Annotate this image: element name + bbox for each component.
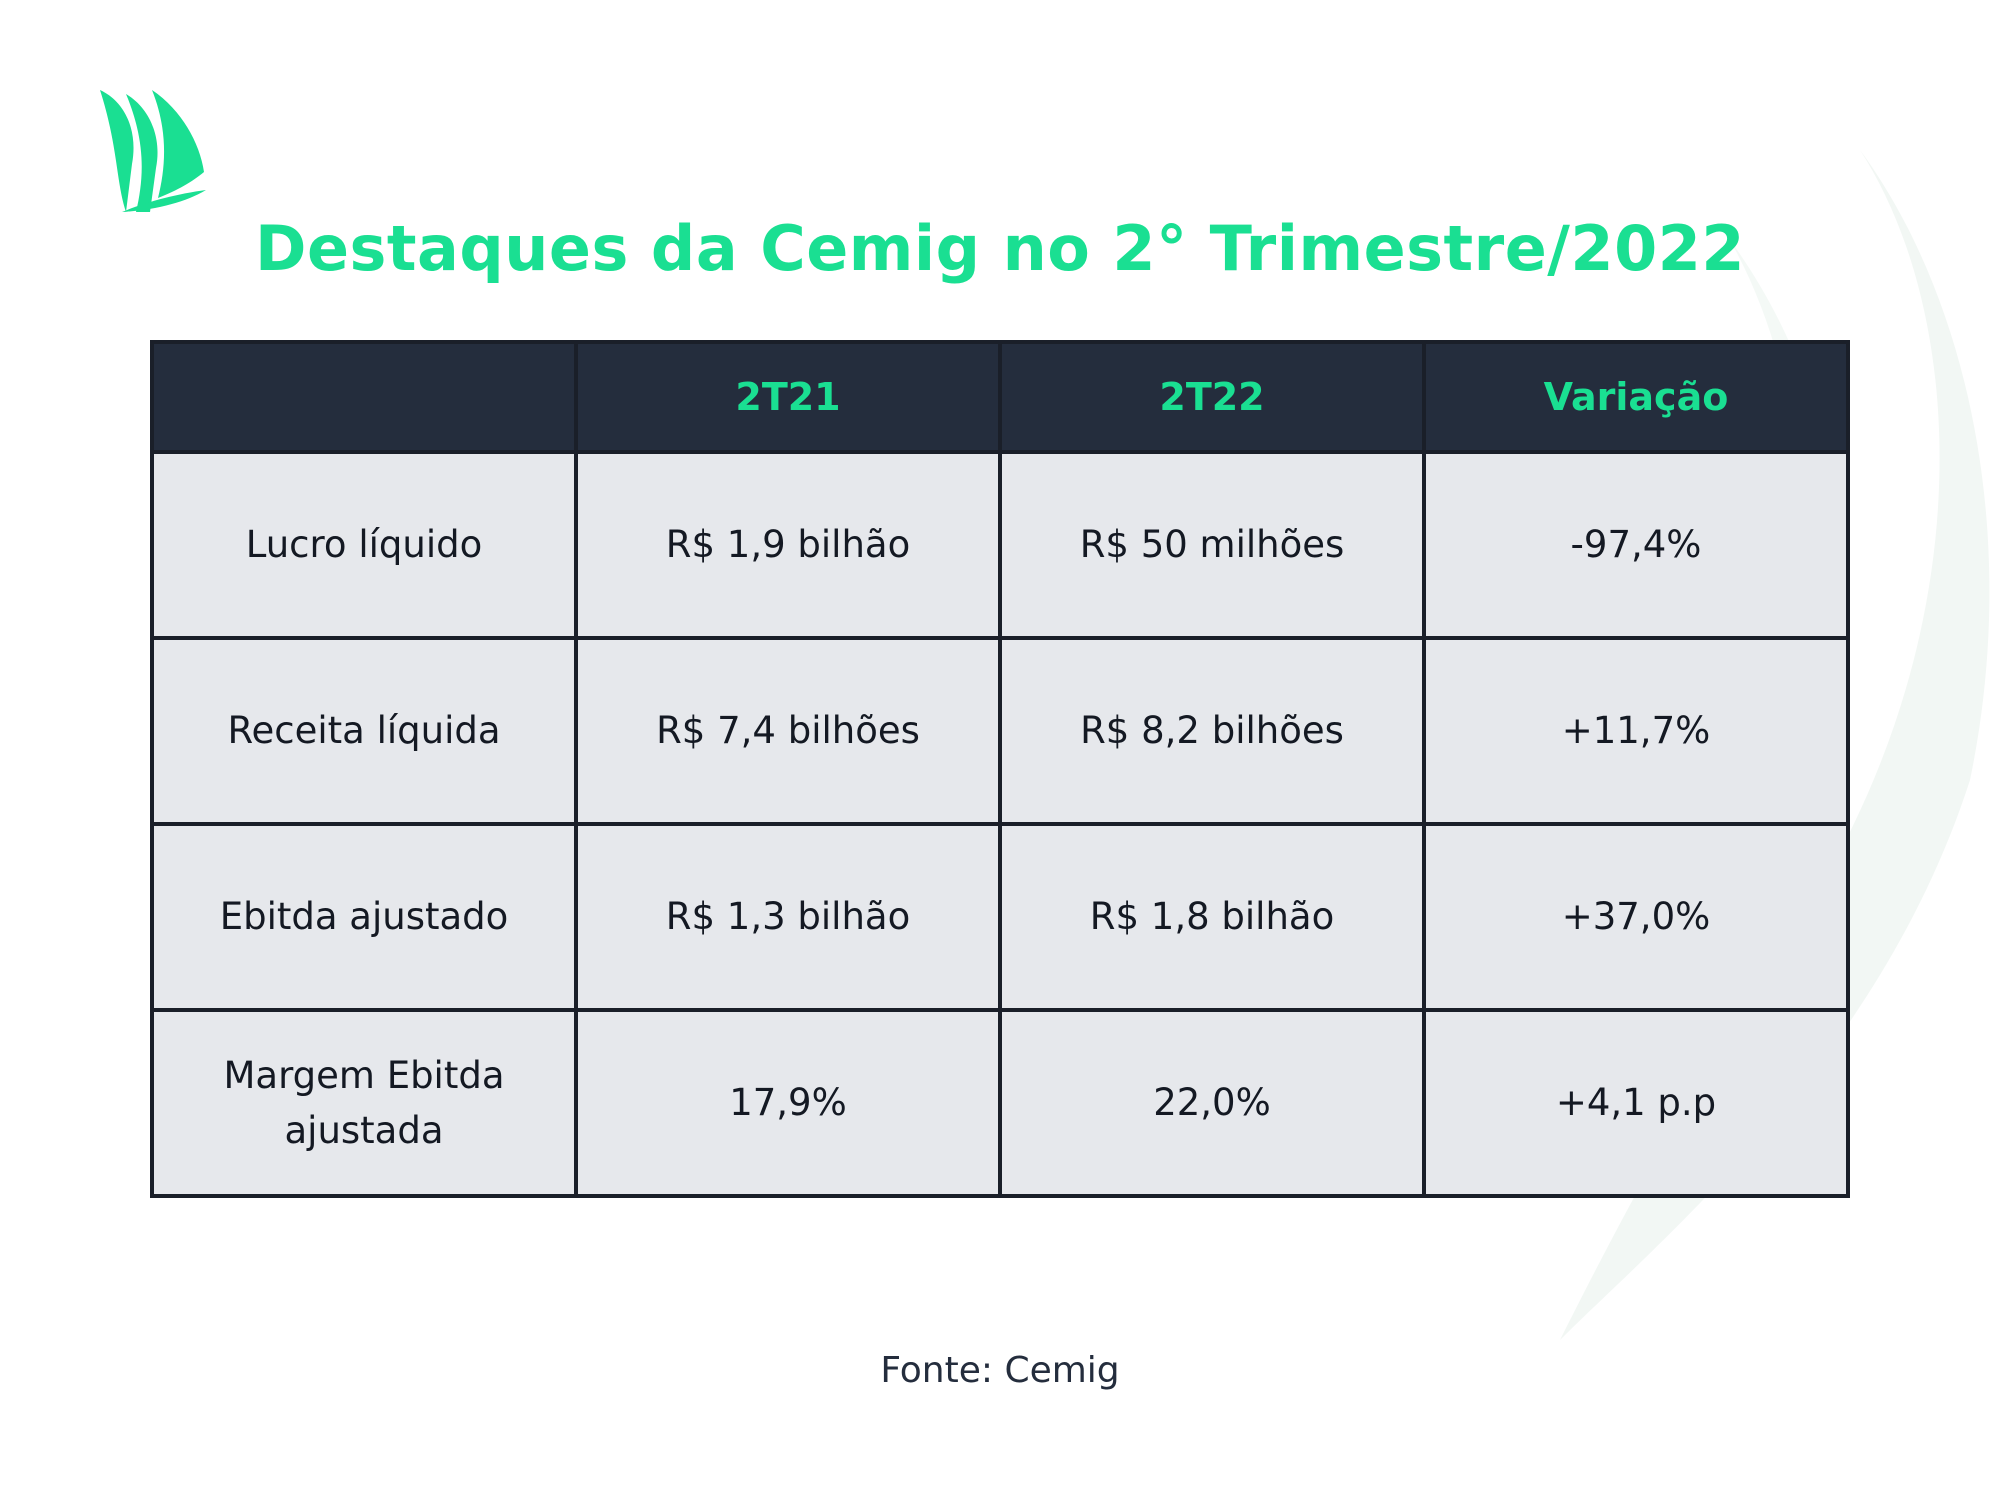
row-label: Margem Ebitda ajustada [150, 1008, 578, 1198]
cell-variacao: +37,0% [1422, 822, 1850, 1012]
cell-variacao: +11,7% [1422, 636, 1850, 826]
header-cell-2t22: 2T22 [998, 340, 1426, 454]
green-sails-logo-icon [100, 90, 206, 212]
cell-2t21: R$ 7,4 bilhões [574, 636, 1002, 826]
cell-2t22: 22,0% [998, 1008, 1426, 1198]
header-cell-label [150, 340, 578, 454]
row-label: Receita líquida [150, 636, 578, 826]
cell-2t22: R$ 1,8 bilhão [998, 822, 1426, 1012]
row-label: Lucro líquido [150, 450, 578, 640]
table-row: Margem Ebitda ajustada 17,9% 22,0% +4,1 … [150, 1008, 1850, 1198]
cell-variacao: -97,4% [1422, 450, 1850, 640]
cell-2t22: R$ 8,2 bilhões [998, 636, 1426, 826]
page-title: Destaques da Cemig no 2° Trimestre/2022 [254, 212, 1745, 285]
table-row: Lucro líquido R$ 1,9 bilhão R$ 50 milhõe… [150, 450, 1850, 640]
cell-2t21: 17,9% [574, 1008, 1002, 1198]
table-row: Ebitda ajustado R$ 1,3 bilhão R$ 1,8 bil… [150, 822, 1850, 1012]
table-header-row: 2T21 2T22 Variação [150, 340, 1850, 454]
header-cell-variacao: Variação [1422, 340, 1850, 454]
cell-2t21: R$ 1,3 bilhão [574, 822, 1002, 1012]
header-cell-2t21: 2T21 [574, 340, 1002, 454]
cell-variacao: +4,1 p.p [1422, 1008, 1850, 1198]
table-row: Receita líquida R$ 7,4 bilhões R$ 8,2 bi… [150, 636, 1850, 826]
cell-2t21: R$ 1,9 bilhão [574, 450, 1002, 640]
cell-2t22: R$ 50 milhões [998, 450, 1426, 640]
source-note: Fonte: Cemig [880, 1350, 1120, 1391]
row-label: Ebitda ajustado [150, 822, 578, 1012]
highlights-table: 2T21 2T22 Variação Lucro líquido R$ 1,9 … [150, 340, 1850, 1198]
